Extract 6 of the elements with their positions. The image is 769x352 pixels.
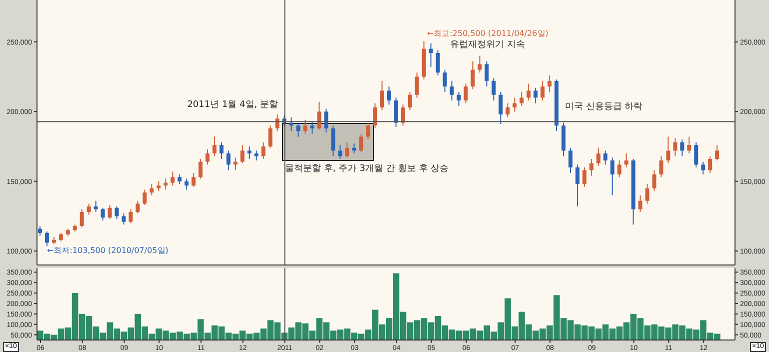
annotation: 2011년 1월 4일, 분할 (187, 99, 278, 111)
annotation: 유럽재정위기 지속 (450, 39, 525, 51)
annotation: 미국 신용등급 하락 (565, 101, 643, 113)
annotation: ←최저:103,500 (2010/07/05일) (47, 245, 168, 256)
annotation: ←최고:250,500 (2011/04/26일) (427, 28, 548, 39)
annotation: 물적분할 후, 주가 3개월 간 횡보 후 상승 (285, 163, 449, 175)
